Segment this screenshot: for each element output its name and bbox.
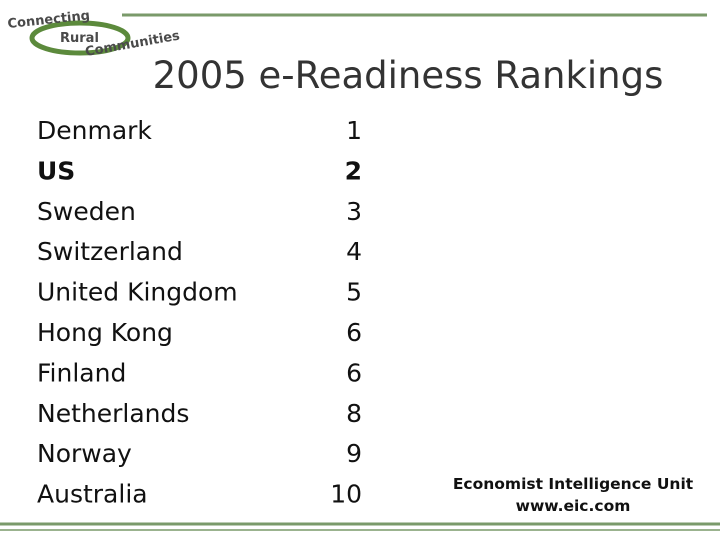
country: Switzerland [37,237,183,266]
rank: 2 [345,156,362,185]
rank: 5 [346,278,362,307]
country: Denmark [37,116,152,145]
logo-text: Rural [60,31,99,46]
rank: 9 [346,439,362,468]
ranking-table: Denmark 1 US 2 Sweden 3 Switzerland 4 United Kin… [37,116,362,509]
country: Netherlands [37,399,189,428]
country: Hong Kong [37,318,173,347]
country: United Kingdom [37,278,238,307]
slide-title: 2005 e-Readiness Rankings [153,54,664,97]
logo-swoosh [29,20,131,56]
rank: 4 [346,237,362,266]
source: www.eic.com [516,497,631,515]
rank: 8 [346,399,362,428]
country: Finland [37,358,126,387]
rank: 1 [346,116,362,145]
country: Norway [37,439,132,468]
country: US [37,156,75,185]
country: Sweden [37,197,136,226]
source: Economist Intelligence Unit [453,475,694,493]
rank: 6 [346,318,362,347]
rank: 3 [346,197,362,226]
rank: 10 [330,480,362,509]
rank: 6 [346,358,362,387]
country: Australia [37,480,148,509]
